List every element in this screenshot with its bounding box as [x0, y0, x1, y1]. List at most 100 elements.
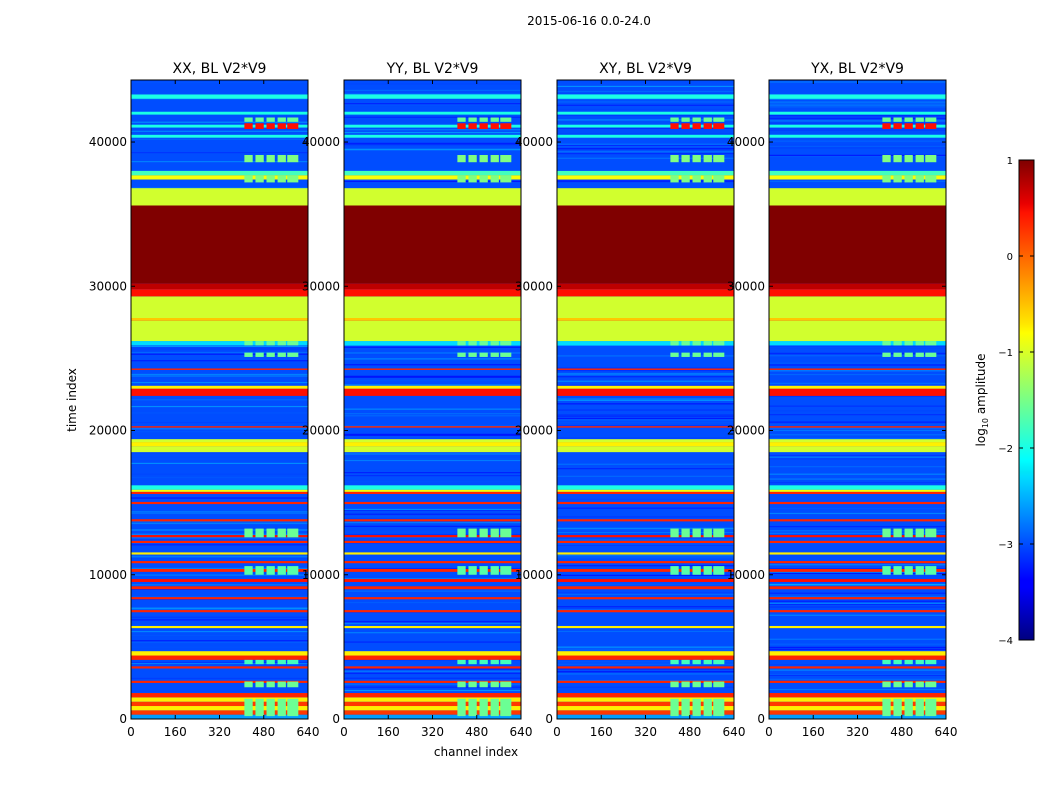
rfi-patch — [925, 175, 937, 183]
rfi-patch — [915, 175, 924, 183]
noise-stripe — [557, 498, 734, 500]
band — [131, 597, 308, 600]
noise-stripe — [344, 469, 521, 471]
band — [769, 442, 946, 447]
band — [344, 535, 521, 538]
rfi-patch — [468, 155, 477, 163]
band — [557, 489, 734, 492]
rfi-patch — [266, 175, 275, 183]
rfi-patch — [500, 155, 512, 163]
noise-stripe — [344, 144, 521, 146]
band — [344, 94, 521, 99]
rfi-patch — [915, 155, 924, 163]
rfi-patch — [904, 352, 913, 357]
rfi-patch — [713, 341, 725, 346]
rfi-patch — [490, 681, 499, 688]
noise-stripe — [131, 431, 308, 433]
rfi-patch — [244, 566, 253, 575]
noise-stripe — [769, 122, 946, 124]
rfi-patch — [904, 566, 913, 575]
noise-stripe — [769, 146, 946, 148]
rfi-patch — [904, 175, 913, 183]
rfi-patch — [703, 352, 712, 357]
band — [131, 134, 308, 138]
rfi-patch — [915, 659, 924, 665]
rfi-patch — [713, 155, 725, 163]
rfi-patch — [893, 566, 902, 575]
rfi-patch — [490, 659, 499, 665]
band — [131, 651, 308, 656]
band — [344, 188, 521, 206]
rfi-patch — [287, 123, 299, 130]
noise-stripe — [557, 355, 734, 357]
noise-stripe — [131, 607, 308, 609]
rfi-patch — [479, 175, 488, 183]
noise-stripe — [557, 661, 734, 663]
band — [344, 697, 521, 702]
band — [131, 680, 308, 683]
noise-stripe — [344, 375, 521, 377]
rfi-patch — [681, 528, 690, 538]
band — [769, 283, 946, 290]
noise-stripe — [769, 458, 946, 460]
band — [557, 318, 734, 321]
noise-stripe — [557, 153, 734, 155]
noise-stripe — [557, 108, 734, 111]
rfi-patch — [703, 175, 712, 183]
band — [344, 170, 521, 176]
noise-stripe — [769, 117, 946, 119]
panel-background — [769, 80, 946, 719]
noise-stripe — [131, 539, 308, 541]
y-tick-label: 0 — [119, 712, 127, 726]
rfi-patch — [882, 341, 891, 346]
x-tick-label: 480 — [465, 725, 488, 739]
rfi-patch — [479, 659, 488, 665]
rfi-patch — [893, 352, 902, 357]
noise-stripe — [769, 129, 946, 131]
noise-stripe — [131, 662, 308, 664]
rfi-patch — [681, 566, 690, 575]
band — [557, 446, 734, 453]
panel-3: XY, BL V2*V9 0 160 320 480 640 0 10000 20000 3000… — [515, 61, 746, 739]
rfi-patch — [703, 123, 712, 130]
rfi-patch — [703, 341, 712, 346]
noise-stripe — [131, 588, 308, 590]
rfi-patch — [468, 352, 477, 357]
rfi-patch — [713, 123, 725, 130]
noise-stripe — [769, 648, 946, 651]
noise-stripe — [131, 677, 308, 680]
rfi-patch — [457, 341, 466, 346]
band — [344, 680, 521, 683]
band — [131, 446, 308, 453]
noise-stripe — [557, 625, 734, 627]
rfi-patch — [287, 681, 299, 688]
band — [131, 205, 308, 284]
noise-stripe — [557, 468, 734, 470]
noise-stripe — [344, 364, 521, 366]
rfi-patch — [244, 175, 253, 183]
rfi-patch — [287, 566, 299, 575]
band — [344, 289, 521, 297]
noise-stripe — [557, 557, 734, 559]
y-tick-label: 0 — [545, 712, 553, 726]
noise-stripe — [557, 649, 734, 651]
band — [344, 655, 521, 660]
noise-stripe — [344, 138, 521, 140]
rfi-patch — [670, 352, 679, 357]
rfi-patch — [703, 698, 712, 717]
noise-stripe — [344, 434, 521, 436]
x-tick-label: 640 — [935, 725, 958, 739]
rfi-patch — [703, 566, 712, 575]
noise-stripe — [557, 373, 734, 375]
noise-stripe — [769, 147, 946, 149]
band — [769, 610, 946, 613]
rfi-patch — [255, 123, 264, 130]
noise-stripe — [557, 475, 734, 477]
band — [557, 124, 734, 128]
noise-stripe — [557, 668, 734, 671]
rfi-patch — [713, 681, 725, 688]
rfi-patch — [490, 123, 499, 130]
rfi-patch — [490, 175, 499, 183]
noise-stripe — [769, 454, 946, 457]
noise-stripe — [557, 85, 734, 88]
